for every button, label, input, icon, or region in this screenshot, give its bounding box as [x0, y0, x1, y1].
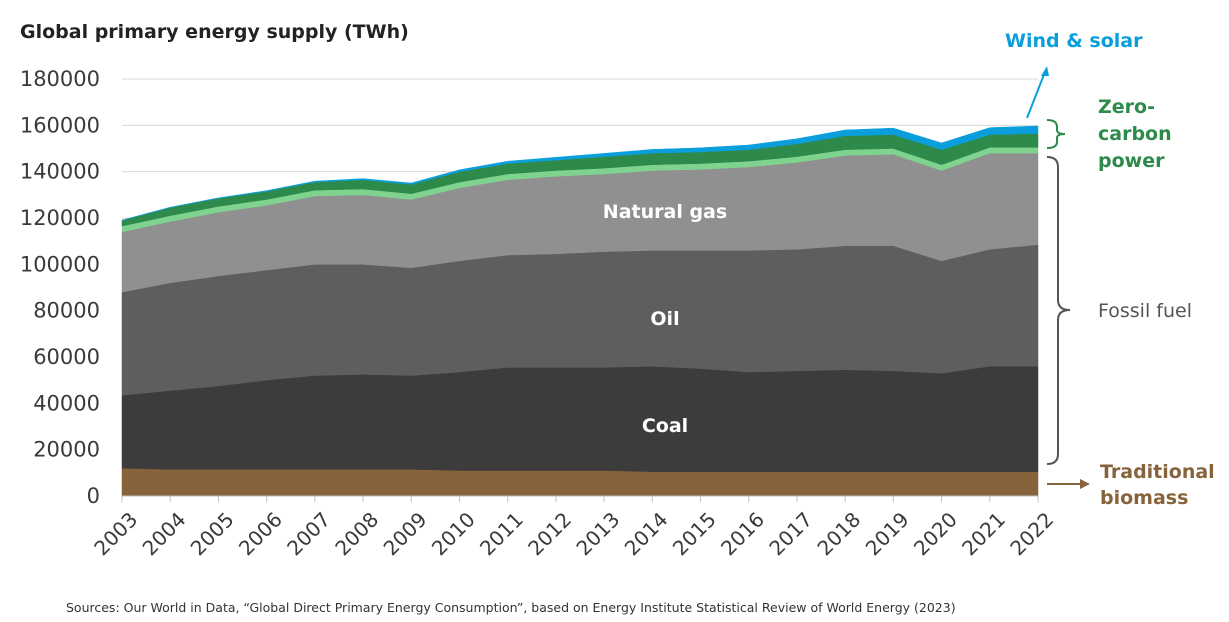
- y-tick-20000: 20000: [33, 438, 100, 462]
- y-tick-40000: 40000: [33, 391, 100, 415]
- y-tick-60000: 60000: [33, 345, 100, 369]
- x-tick-2008: 2008: [330, 507, 383, 560]
- y-tick-160000: 160000: [20, 113, 100, 137]
- wind-solar-arrow: [1026, 71, 1046, 119]
- x-tick-2017: 2017: [764, 507, 817, 560]
- area-traditional-biomass: [121, 467, 1039, 497]
- x-tick-2011: 2011: [475, 507, 528, 560]
- label-zero-carbon-line1: Zero-: [1098, 96, 1155, 118]
- label-biomass-line1: Traditional: [1100, 461, 1215, 483]
- x-tick-2006: 2006: [234, 507, 287, 560]
- biomass-arrow-head: [1080, 479, 1090, 489]
- x-tick-2009: 2009: [379, 507, 432, 560]
- x-tick-2007: 2007: [282, 507, 335, 560]
- chart-title: Global primary energy supply (TWh): [20, 21, 409, 43]
- zero-carbon-brace: [1046, 119, 1066, 149]
- x-tick-2012: 2012: [523, 507, 576, 560]
- source-note: Sources: Our World in Data, “Global Dire…: [66, 600, 956, 615]
- area-wind-solar: [121, 125, 1039, 221]
- label-fossil-fuel: Fossil fuel: [1098, 300, 1192, 322]
- axis-layer: [121, 495, 1039, 502]
- label-zero-carbon-line3: power: [1098, 150, 1165, 172]
- x-tick-labels: 2003200420052006200720082009201020112012…: [89, 507, 1058, 560]
- label-natural-gas: Natural gas: [603, 201, 727, 223]
- label-oil: Oil: [650, 308, 679, 330]
- wind-solar-arrow-head: [1041, 66, 1049, 76]
- area-coal: [121, 366, 1039, 472]
- y-tick-80000: 80000: [33, 299, 100, 323]
- label-coal: Coal: [642, 415, 688, 437]
- y-tick-180000: 180000: [20, 67, 100, 91]
- area-layer: [121, 125, 1039, 497]
- x-tick-2014: 2014: [620, 507, 673, 560]
- y-tick-100000: 100000: [20, 252, 100, 276]
- x-tick-2016: 2016: [716, 507, 769, 560]
- x-tick-2004: 2004: [138, 507, 191, 560]
- x-tick-2005: 2005: [186, 507, 239, 560]
- y-tick-labels: 0 20000 40000 60000 80000 100000 120000 140000 1…: [20, 67, 100, 508]
- x-tick-2018: 2018: [812, 507, 865, 560]
- y-tick-140000: 140000: [20, 160, 100, 184]
- fossil-fuel-brace: [1046, 156, 1071, 465]
- x-tick-2010: 2010: [427, 507, 480, 560]
- x-tick-2003: 2003: [89, 507, 142, 560]
- y-tick-0: 0: [87, 484, 100, 508]
- y-tick-120000: 120000: [20, 206, 100, 230]
- label-zero-carbon-line2: carbon: [1098, 123, 1172, 145]
- label-wind-solar: Wind & solar: [1005, 30, 1143, 52]
- x-tick-2022: 2022: [1005, 507, 1058, 560]
- x-tick-2020: 2020: [909, 507, 962, 560]
- x-tick-2021: 2021: [957, 507, 1010, 560]
- x-tick-2019: 2019: [861, 507, 914, 560]
- x-tick-2015: 2015: [668, 507, 721, 560]
- label-biomass-line2: biomass: [1100, 487, 1188, 509]
- x-tick-2013: 2013: [571, 507, 624, 560]
